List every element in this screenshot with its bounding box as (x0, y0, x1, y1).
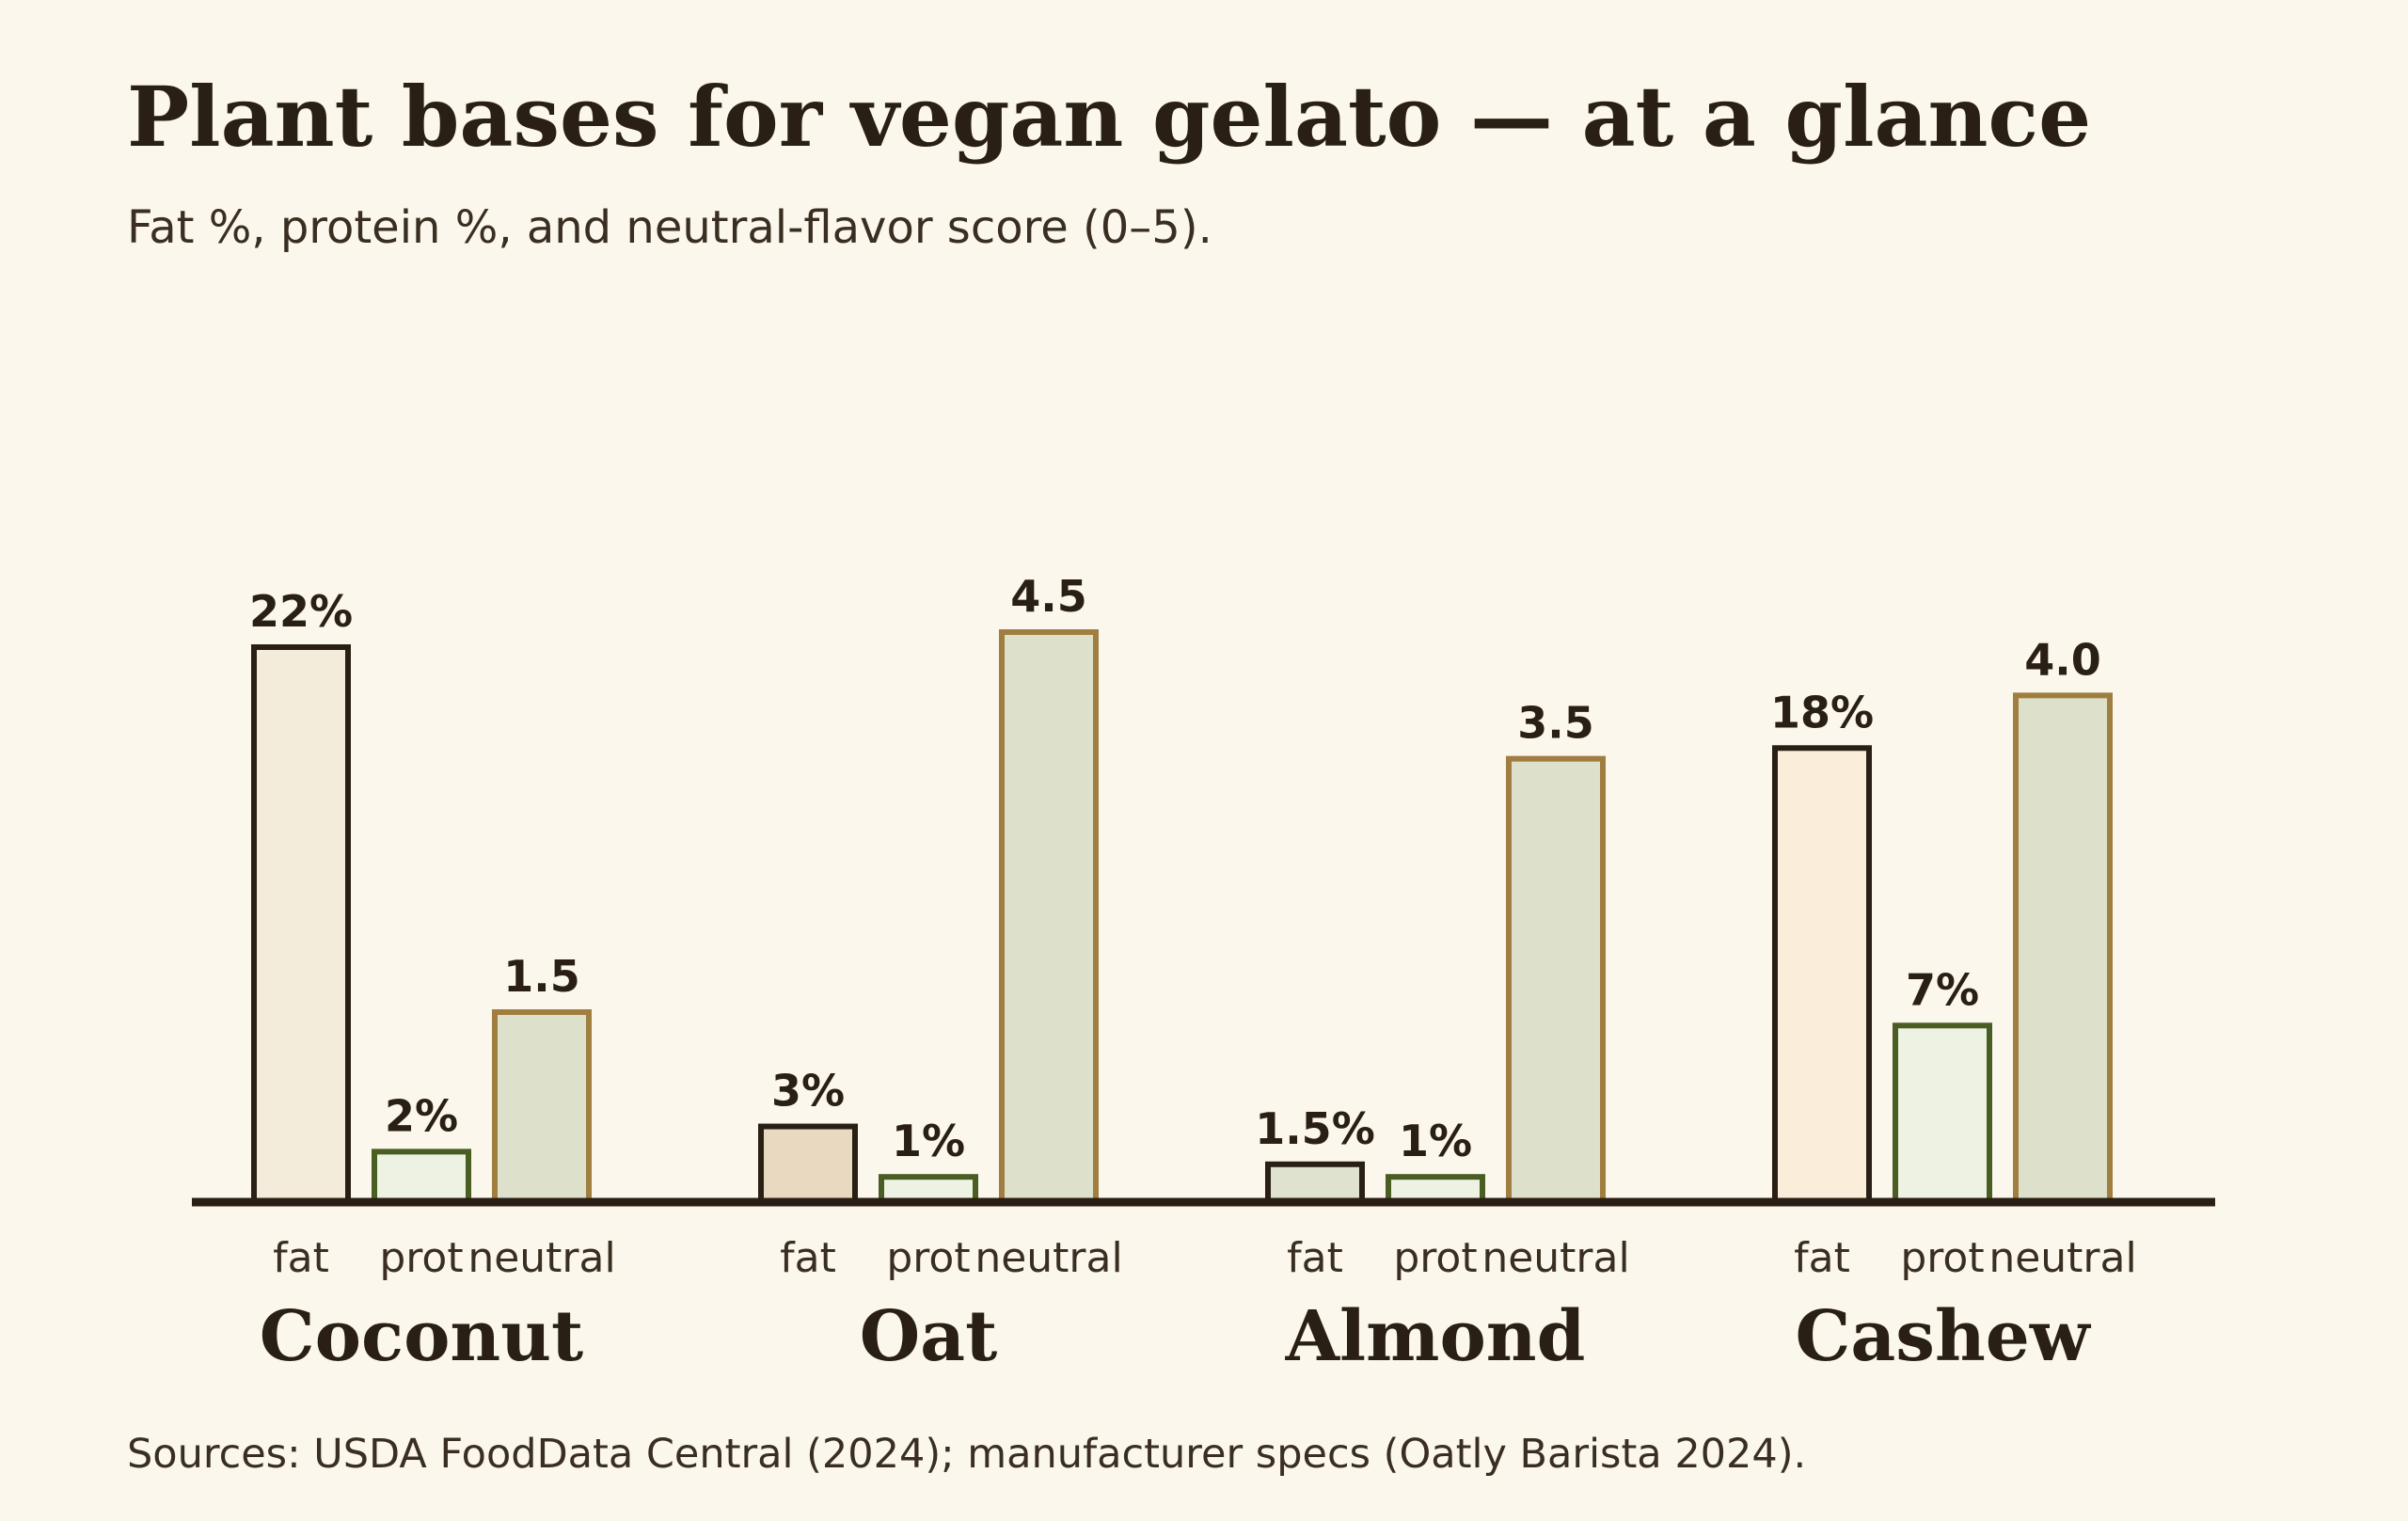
category-label-almond: Almond (1285, 1296, 1586, 1377)
category-label-cashew: Cashew (1795, 1296, 2091, 1377)
data-label-coconut-fat: 22% (249, 586, 353, 637)
bar-cashew-neutral (2013, 692, 2113, 1205)
metric-label-oat-neutral: neutral (974, 1234, 1122, 1282)
data-label-almond-prot: 1% (1399, 1116, 1472, 1166)
metric-label-cashew-fat: fat (1794, 1234, 1850, 1282)
bar-almond-fat (1265, 1161, 1365, 1205)
data-label-cashew-prot: 7% (1906, 964, 1979, 1015)
data-label-cashew-neutral: 4.0 (2024, 634, 2101, 685)
metric-label-coconut-neutral: neutral (467, 1234, 615, 1282)
metric-label-cashew-neutral: neutral (1988, 1234, 2136, 1282)
data-label-oat-prot: 1% (892, 1116, 965, 1166)
bar-cashew-prot (1893, 1022, 1992, 1205)
bar-coconut-neutral (492, 1009, 592, 1205)
bar-almond-neutral (1506, 755, 1606, 1206)
category-label-oat: Oat (860, 1296, 998, 1377)
data-label-almond-fat: 1.5% (1255, 1103, 1375, 1154)
category-label-coconut: Coconut (260, 1296, 583, 1377)
chart-subtitle: Fat %, protein %, and neutral-flavor sco… (127, 201, 1212, 254)
data-label-almond-neutral: 3.5 (1517, 698, 1594, 749)
bar-coconut-prot (372, 1149, 471, 1206)
metric-label-coconut-prot: prot (379, 1234, 463, 1282)
data-label-oat-neutral: 4.5 (1010, 571, 1087, 622)
data-label-coconut-prot: 2% (385, 1090, 458, 1141)
metric-label-coconut-fat: fat (273, 1234, 329, 1282)
data-label-coconut-neutral: 1.5 (503, 951, 580, 1002)
metric-label-almond-fat: fat (1287, 1234, 1343, 1282)
data-label-cashew-fat: 18% (1770, 687, 1874, 737)
chart-title: Plant bases for vegan gelato — at a glan… (127, 68, 2092, 166)
source-note: Sources: USDA FoodData Central (2024); m… (127, 1431, 1807, 1478)
bar-cashew-fat (1772, 745, 1872, 1205)
bar-coconut-fat (251, 644, 351, 1205)
metric-label-oat-prot: prot (886, 1234, 970, 1282)
metric-label-almond-neutral: neutral (1481, 1234, 1629, 1282)
data-label-oat-fat: 3% (771, 1066, 845, 1117)
bar-oat-fat (758, 1123, 858, 1205)
bar-oat-neutral (999, 629, 1099, 1205)
metric-label-almond-prot: prot (1393, 1234, 1477, 1282)
metric-label-oat-fat: fat (780, 1234, 836, 1282)
metric-label-cashew-prot: prot (1900, 1234, 1984, 1282)
